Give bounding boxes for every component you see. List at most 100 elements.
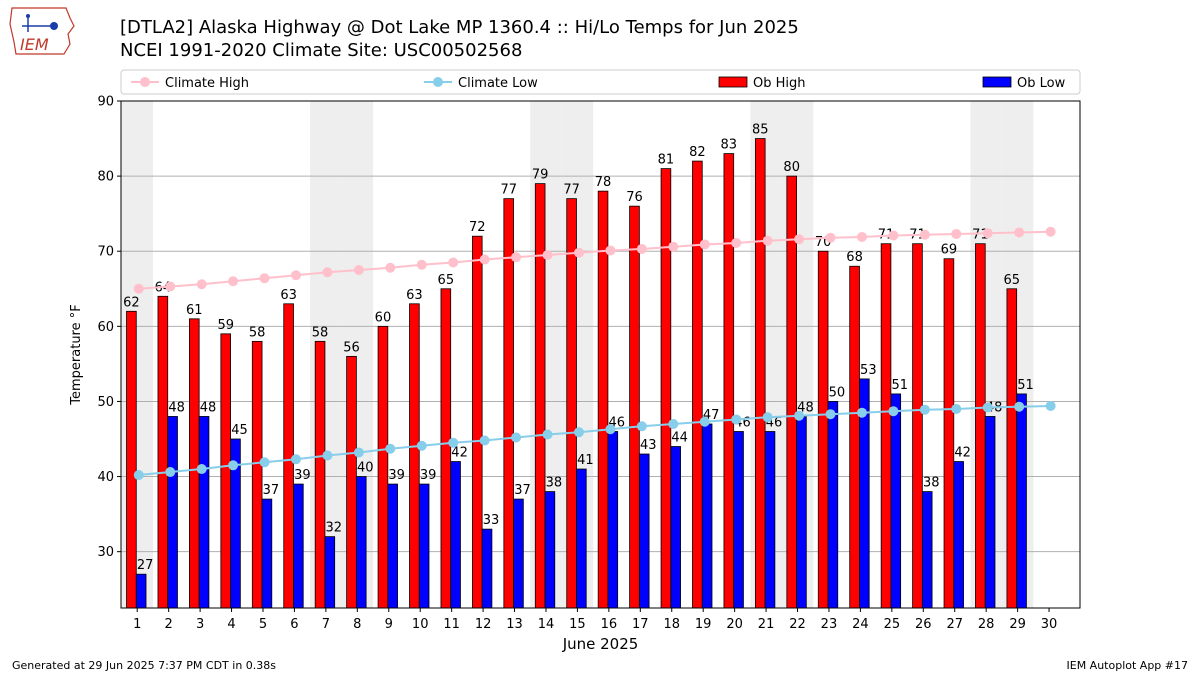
x-tick-label: 28 (978, 617, 995, 632)
ob-high-value-label: 83 (721, 138, 738, 153)
x-tick-label: 4 (227, 617, 235, 632)
ob-low-value-label: 42 (451, 446, 468, 461)
ob-low-value-label: 39 (388, 468, 405, 483)
ob-low-bar (167, 416, 178, 609)
y-axis-label: Temperature °F (69, 304, 84, 405)
ob-high-bar (849, 265, 860, 609)
iowa-outline-icon (9, 7, 75, 55)
climate-high-point (605, 245, 616, 256)
ob-high-bar (440, 288, 452, 609)
climate-low-point (133, 470, 144, 481)
plot-frame (120, 100, 1081, 609)
legend-label: Ob High (753, 76, 806, 91)
climate-high-point (794, 234, 805, 245)
ob-high-bar (471, 235, 483, 609)
ob-high-value-label: 65 (1004, 273, 1021, 288)
ob-high-value-label: 58 (249, 325, 266, 340)
climate-low-point (794, 410, 805, 421)
ob-high-value-label: 63 (280, 288, 297, 303)
ob-low-bar (921, 491, 933, 609)
climate-low-point (196, 464, 207, 475)
climate-low-point (919, 404, 930, 415)
ob-low-bar (1016, 393, 1027, 609)
ob-high-bar (566, 198, 577, 609)
ob-low-value-label: 45 (231, 423, 248, 438)
ob-high-value-label: 65 (438, 273, 455, 288)
ob-low-bar (827, 401, 839, 609)
x-tick-label: 11 (443, 617, 460, 632)
x-tick-label: 25 (884, 617, 901, 632)
y-tick-label: 70 (97, 245, 114, 260)
climate-high-point (856, 231, 867, 242)
ob-high-value-label: 68 (846, 250, 863, 265)
climate-high-point (196, 279, 207, 290)
ob-high-value-label: 85 (752, 123, 769, 138)
climate-low-point (228, 460, 239, 471)
ob-high-bar (754, 138, 766, 609)
legend-marker-swatch (140, 77, 150, 87)
climate-high-point (291, 270, 302, 281)
ob-low-bar (796, 416, 807, 609)
climate-low-point (353, 447, 364, 458)
x-tick-label: 1 (133, 617, 141, 632)
ob-high-value-label: 61 (186, 303, 203, 318)
ob-low-value-label: 43 (640, 438, 657, 453)
ob-low-bar (481, 528, 493, 609)
x-tick-label: 22 (789, 617, 806, 632)
x-tick-label: 2 (165, 617, 173, 632)
ob-low-bar (198, 416, 210, 609)
ob-low-bar (513, 498, 524, 609)
x-tick-label: 23 (821, 617, 838, 632)
climate-low-point (1014, 401, 1025, 412)
ob-high-bar (597, 190, 609, 609)
climate-high-point (416, 259, 427, 270)
ob-high-bar (975, 243, 986, 609)
climate-high-point (322, 267, 333, 278)
climate-high-point (353, 265, 364, 275)
climate-low-point (259, 457, 270, 468)
ob-high-value-label: 63 (406, 288, 423, 303)
ob-low-value-label: 51 (1017, 378, 1034, 393)
x-tick-label: 12 (475, 617, 492, 632)
ob-low-bar (324, 536, 336, 609)
ob-high-bar (1006, 288, 1018, 609)
x-tick-label: 10 (412, 617, 429, 632)
climate-high-point (888, 230, 899, 241)
x-tick-label: 6 (290, 617, 298, 632)
x-tick-label: 20 (726, 617, 743, 632)
ob-low-bar (387, 483, 398, 609)
climate-high-point (542, 249, 553, 260)
x-tick-label: 27 (946, 617, 963, 632)
ob-low-bar (984, 416, 996, 609)
x-tick-label: 15 (569, 617, 586, 632)
ob-high-value-label: 80 (783, 160, 800, 175)
climate-high-point (762, 235, 773, 246)
ob-low-value-label: 33 (483, 513, 500, 528)
ob-high-value-label: 56 (343, 340, 360, 355)
ob-low-value-label: 40 (357, 461, 374, 476)
climate-high-line (138, 230, 1051, 290)
ob-high-bar (629, 205, 640, 609)
x-tick-label: 3 (196, 617, 204, 632)
y-tick-label: 40 (97, 470, 114, 485)
ob-low-bar (670, 446, 681, 609)
climate-high-point (511, 252, 522, 263)
ob-low-bar (607, 431, 619, 609)
legend-label: Climate High (165, 76, 249, 91)
ob-low-bar (701, 423, 713, 609)
x-tick-label: 17 (632, 617, 649, 632)
ob-low-value-label: 39 (294, 468, 311, 483)
climate-low-point (636, 421, 647, 432)
iem-logo: IEM (9, 7, 75, 55)
ob-low-value-label: 48 (200, 400, 217, 415)
climate-low-point (762, 412, 773, 423)
ob-low-bar (293, 483, 304, 609)
legend-bar-swatch (982, 76, 1012, 88)
ob-high-value-label: 82 (689, 145, 706, 160)
climate-high-point (1014, 227, 1025, 238)
x-tick-label: 24 (852, 617, 869, 632)
ob-high-bar (943, 258, 955, 609)
ob-high-value-label: 79 (532, 168, 549, 183)
ob-high-bar (534, 183, 546, 609)
climate-high-point (573, 247, 584, 258)
